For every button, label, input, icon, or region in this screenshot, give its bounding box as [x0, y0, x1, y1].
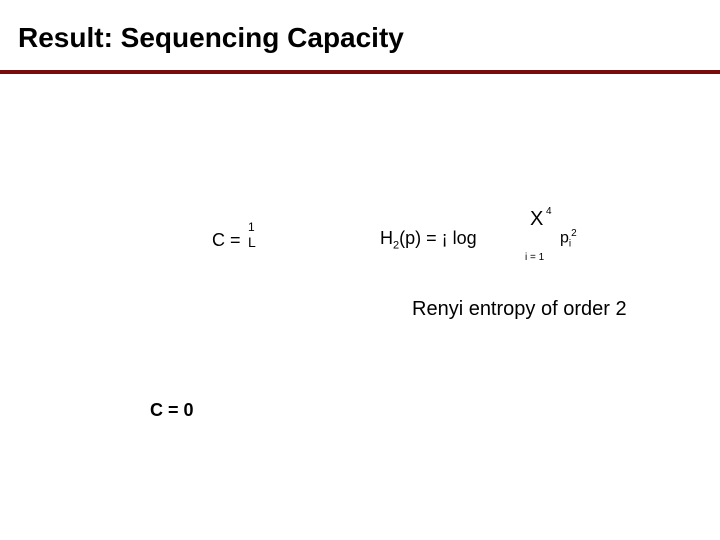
eq1-denominator: L: [248, 234, 256, 250]
eq2-sum-symbol: X: [530, 208, 543, 231]
eq2-sum-lower: i = 1: [525, 252, 544, 263]
equation-capacity: C = 1 L: [212, 230, 241, 251]
eq2-rest: (p) = ¡ log: [399, 228, 477, 248]
eq1-numerator: 1: [248, 220, 255, 234]
eq2-p: p: [560, 229, 569, 246]
slide: Result: Sequencing Capacity C = 1 L H2(p…: [0, 0, 720, 540]
title-underline: [0, 70, 720, 74]
eq2-lhs: H2(p) = ¡ log: [380, 228, 477, 252]
equation-renyi: H2(p) = ¡ log X 4 i = 1 pi2: [380, 208, 610, 270]
eq2-H: H: [380, 228, 393, 248]
equation-c-zero: C = 0: [150, 400, 194, 421]
slide-title: Result: Sequencing Capacity: [18, 22, 404, 54]
eq2-term: pi2: [560, 228, 577, 250]
renyi-caption: Renyi entropy of order 2: [412, 298, 627, 321]
eq2-sum-upper: 4: [546, 206, 552, 217]
eq2-p-sub: i: [569, 239, 571, 250]
eq1-prefix: C =: [212, 230, 241, 250]
eq2-p-sup: 2: [571, 228, 577, 239]
